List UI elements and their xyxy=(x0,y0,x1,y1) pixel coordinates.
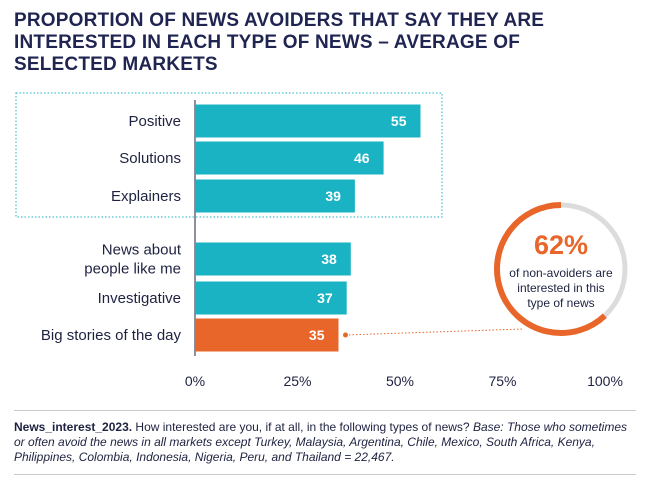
chart-title: PROPORTION OF NEWS AVOIDERS THAT SAY THE… xyxy=(14,10,545,75)
x-tick-label: 25% xyxy=(283,373,311,389)
connector-dot xyxy=(343,332,348,338)
x-tick-label: 100% xyxy=(587,373,623,389)
category-label: Big stories of the day xyxy=(41,327,182,344)
data-label: 35 xyxy=(309,327,325,343)
bar xyxy=(195,318,339,352)
bar xyxy=(195,141,384,175)
data-label: 38 xyxy=(321,251,337,267)
callout-description: of non-avoiders are interested in this t… xyxy=(509,266,613,310)
category-label: Explainers xyxy=(111,188,181,205)
footnote: News_interest_2023. How interested are y… xyxy=(14,420,634,465)
x-tick-label: 75% xyxy=(488,373,516,389)
callout-value: 62% xyxy=(533,230,589,260)
bar xyxy=(195,281,347,315)
category-label: people like me xyxy=(84,261,181,278)
bar-chart: 55 Positive 46 Solutions 39 Explainers 38 News … xyxy=(15,92,628,389)
footnote-variable: News_interest_2023. xyxy=(14,420,133,434)
bar xyxy=(195,242,351,276)
divider-bottom xyxy=(14,474,636,475)
callout-connector xyxy=(345,328,524,336)
bar xyxy=(195,179,355,213)
category-label: News about xyxy=(102,242,182,259)
callout-ring-arc xyxy=(494,202,607,336)
callout: 62% of non-avoiders are interested in th… xyxy=(492,200,630,338)
data-label: 37 xyxy=(317,290,333,306)
category-label: Positive xyxy=(128,113,181,130)
data-label: 55 xyxy=(391,113,407,129)
footnote-base: Base: Those who sometimes or often avoid… xyxy=(14,420,628,464)
divider-top xyxy=(14,410,636,411)
x-tick-label: 0% xyxy=(185,373,205,389)
data-label: 46 xyxy=(354,150,370,166)
bar xyxy=(195,104,421,138)
category-label: Investigative xyxy=(98,290,181,307)
category-label: Solutions xyxy=(119,150,181,167)
data-label: 39 xyxy=(325,188,341,204)
footnote-question: How interested are you, if at all, in th… xyxy=(132,420,473,434)
x-tick-label: 50% xyxy=(386,373,414,389)
group-box xyxy=(15,92,443,218)
